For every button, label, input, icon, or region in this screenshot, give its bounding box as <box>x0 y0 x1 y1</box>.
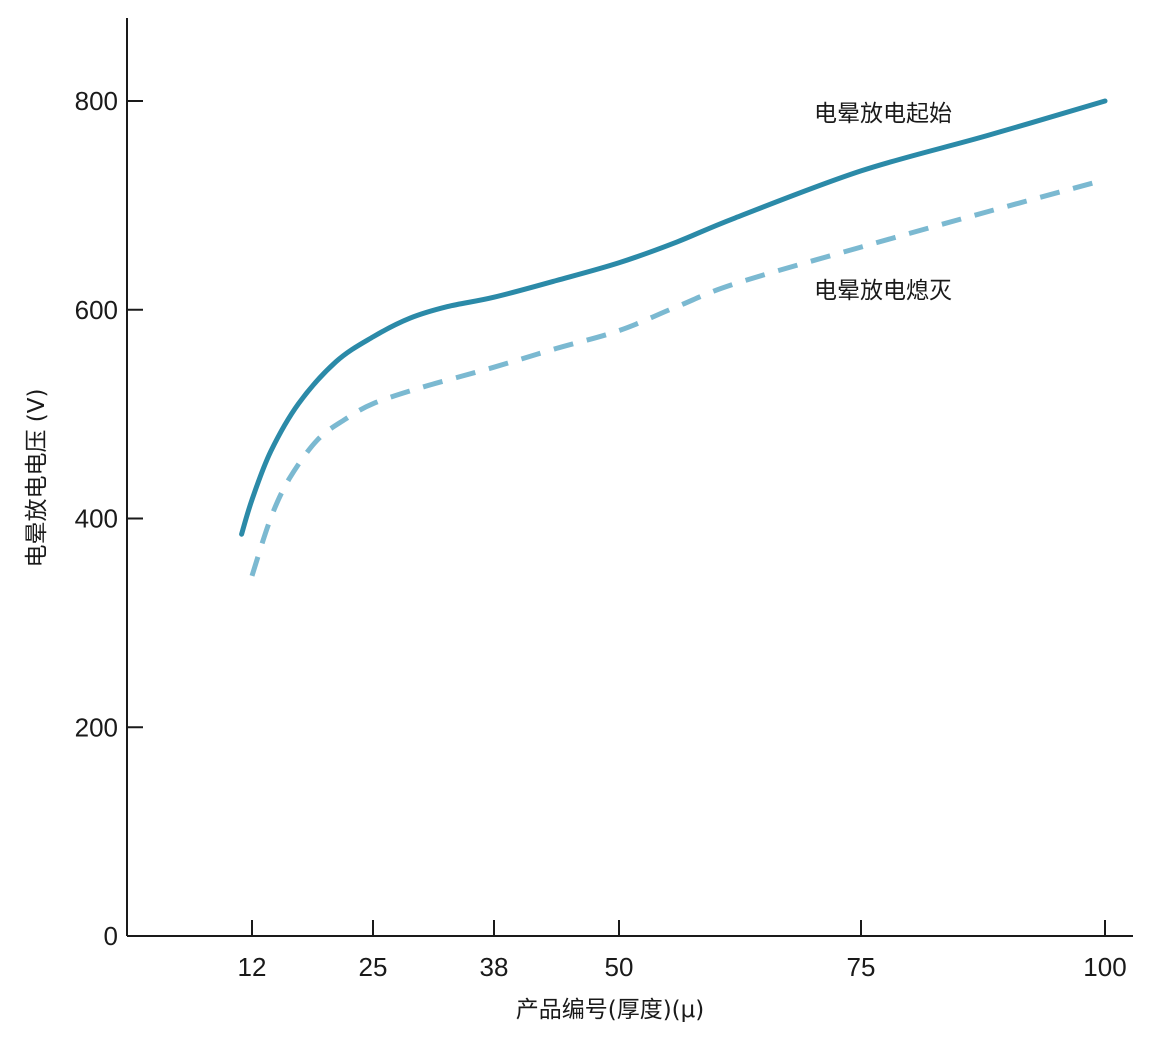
x-tick-label: 75 <box>847 952 876 982</box>
x-tick-label: 50 <box>605 952 634 982</box>
y-tick-label: 200 <box>75 712 118 742</box>
chart-labels: 产品编号(厚度)(μ) 电晕放电电压 (V) 电晕放电起始 电晕放电熄灭 <box>24 101 952 1023</box>
axes: 0 200 400 600 800 12 25 38 50 75 100 <box>75 18 1133 982</box>
x-tick-label: 25 <box>359 952 388 982</box>
series-lines <box>239 98 1108 577</box>
series-label-corona-start: 电晕放电起始 <box>814 101 952 127</box>
series-label-corona-extinction: 电晕放电熄灭 <box>814 278 952 304</box>
x-tick-label: 12 <box>238 952 267 982</box>
x-tick-label: 100 <box>1083 952 1126 982</box>
y-axis-label: 电晕放电电压 (V) <box>24 389 50 568</box>
y-tick-label: 400 <box>75 504 118 534</box>
x-axis-label: 产品编号(厚度)(μ) <box>516 997 705 1023</box>
x-tick-label: 38 <box>480 952 509 982</box>
y-tick-label: 800 <box>75 86 118 116</box>
series-line-corona-start <box>239 98 1108 537</box>
y-tick-label: 600 <box>75 295 118 325</box>
series-line-corona-extinction <box>249 179 1096 577</box>
y-tick-label: 0 <box>104 921 118 951</box>
